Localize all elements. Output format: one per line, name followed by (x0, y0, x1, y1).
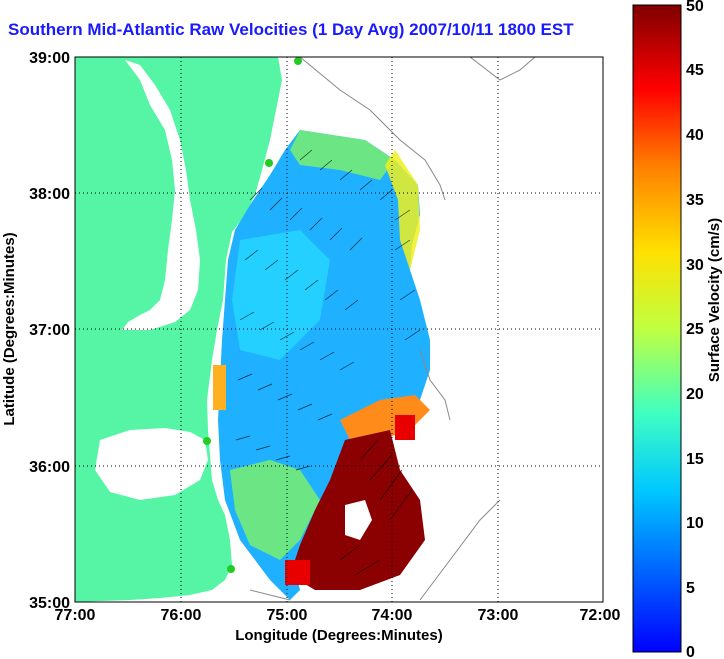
grid-lines (75, 57, 603, 602)
colorbar-tick-45: 45 (686, 62, 704, 79)
velocity-strip-orange (213, 365, 226, 410)
velocity-patch-yellow (385, 150, 420, 270)
x-tick-3: 74:00 (372, 607, 413, 624)
velocity-patch-cyan (232, 230, 330, 360)
colorbar-tick-40: 40 (686, 127, 704, 144)
velocity-patch-green (290, 130, 395, 180)
colorbar-ticks: 50 45 40 35 30 25 20 15 10 5 0 (686, 0, 704, 659)
x-tick-5: 72:00 (580, 607, 621, 624)
y-tick-3: 36:00 (29, 459, 70, 476)
x-axis-label: Longitude (Degrees:Minutes) (235, 627, 443, 644)
x-tick-2: 75:00 (267, 607, 308, 624)
colorbar-tick-25: 25 (686, 321, 704, 338)
sound-water (95, 428, 208, 500)
colorbar-tick-10: 10 (686, 515, 704, 532)
colorbar-tick-50: 50 (686, 0, 704, 15)
colorbar (632, 4, 682, 653)
colorbar-tick-20: 20 (686, 386, 704, 403)
y-tick-1: 38:00 (29, 186, 70, 203)
colorbar-tick-30: 30 (686, 257, 704, 274)
x-tick-1: 76:00 (161, 607, 202, 624)
y-tick-4: 35:00 (29, 595, 70, 612)
velocity-patch-red (285, 415, 415, 585)
colorbar-tick-5: 5 (686, 580, 695, 597)
bathymetry-contours (249, 57, 536, 601)
y-axis-ticks: 39:00 38:00 37:00 36:00 35:00 (29, 50, 70, 612)
y-tick-0: 39:00 (29, 50, 70, 67)
chesapeake-bay (122, 60, 200, 330)
velocity-gap (345, 500, 372, 540)
y-axis-label: Latitude (Degrees:Minutes) (1, 232, 18, 425)
colorbar-tick-15: 15 (686, 451, 704, 468)
colorbar-tick-0: 0 (686, 644, 695, 659)
map-title: Southern Mid-Atlantic Raw Velocities (1 … (8, 20, 574, 39)
plot-frame (74, 56, 604, 603)
x-tick-0: 77:00 (55, 607, 96, 624)
x-axis-ticks: 77:00 76:00 75:00 74:00 73:00 72:00 (55, 607, 621, 624)
colorbar-label: Surface Velocity (cm/s) (706, 218, 723, 382)
y-tick-2: 37:00 (29, 322, 70, 339)
velocity-arrows (235, 149, 421, 576)
colorbar-tick-35: 35 (686, 192, 704, 209)
x-tick-4: 73:00 (478, 607, 519, 624)
velocity-patch-green-south (230, 460, 320, 560)
hf-radar-stations (203, 57, 302, 573)
